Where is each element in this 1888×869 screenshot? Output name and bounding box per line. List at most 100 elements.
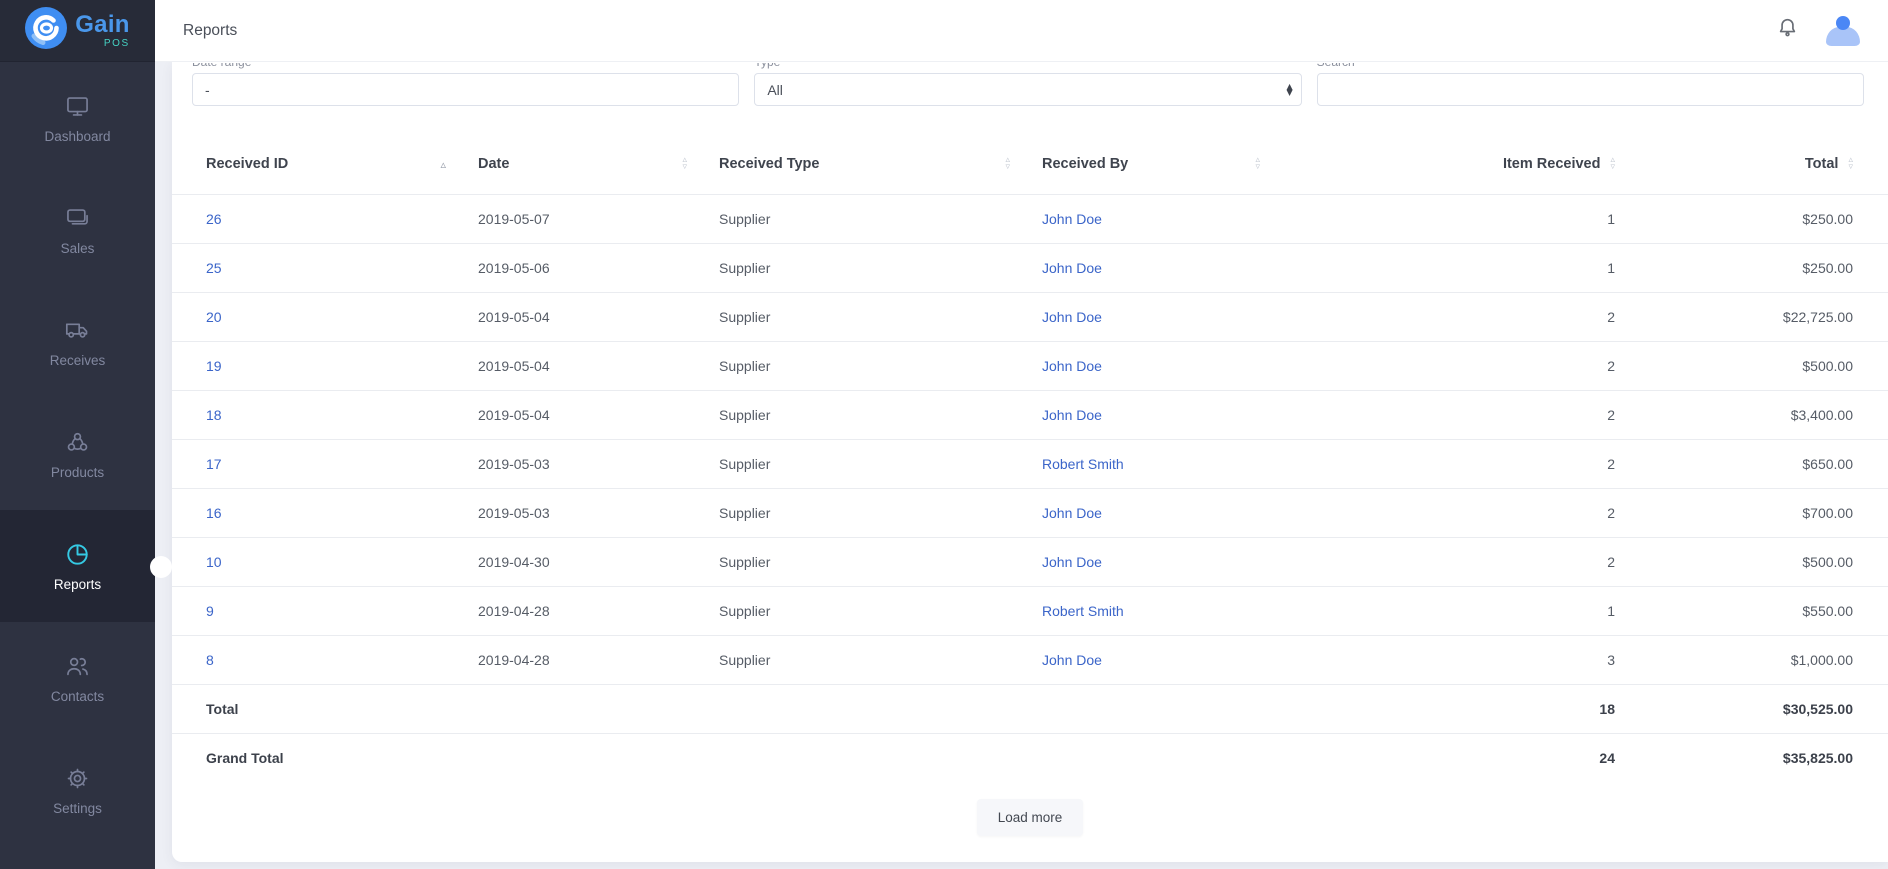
received-by-link[interactable]: John Doe <box>1042 505 1102 521</box>
date-cell: 2019-05-04 <box>478 292 719 342</box>
received-type-cell: Supplier <box>719 635 1042 685</box>
total-label: Total <box>172 684 478 734</box>
sort-icon: ▵ ▿ <box>682 155 687 172</box>
column-header-item-received[interactable]: Item Received ▵ ▿ <box>1502 155 1615 173</box>
sidebar-item-receives[interactable]: Receives <box>0 286 155 398</box>
report-card: Date range Type All ▲▼ Se <box>172 62 1888 862</box>
received-type-cell: Supplier <box>719 243 1042 293</box>
sidebar-item-label: Sales <box>60 240 95 256</box>
column-header-received-type[interactable]: Received Type ▵ ▿ <box>719 155 1010 173</box>
date-range-input[interactable] <box>192 73 740 106</box>
brand-logo[interactable]: Gain POS <box>0 0 155 62</box>
sidebar-item-sales[interactable]: Sales <box>0 174 155 286</box>
item-received-cell: 2 <box>1292 537 1615 587</box>
bell-icon[interactable] <box>1775 16 1800 46</box>
grand-total-row: Grand Total 24 $35,825.00 <box>172 733 1888 783</box>
received-type-cell: Supplier <box>719 537 1042 587</box>
received-type-cell: Supplier <box>719 341 1042 391</box>
sidebar-item-products[interactable]: Products <box>0 398 155 510</box>
received-id-link[interactable]: 26 <box>206 211 222 227</box>
top-header: Reports <box>155 0 1888 62</box>
received-by-link[interactable]: John Doe <box>1042 211 1102 227</box>
sidebar-item-settings[interactable]: Settings <box>0 734 155 846</box>
sidebar-item-dashboard[interactable]: Dashboard <box>0 62 155 174</box>
column-header-date[interactable]: Date ▵ ▿ <box>478 155 687 173</box>
item-received-cell: 2 <box>1292 292 1615 342</box>
search-label: Search <box>1317 63 1864 70</box>
received-id-link[interactable]: 25 <box>206 260 222 276</box>
brand-sub: POS <box>103 37 130 49</box>
filters-row: Date range Type All ▲▼ Se <box>172 62 1888 106</box>
date-cell: 2019-05-07 <box>478 194 719 244</box>
received-type-cell: Supplier <box>719 586 1042 636</box>
type-label: Type <box>754 63 1301 70</box>
table-row: 16 2019-05-03 Supplier John Doe 2 $700.0… <box>172 488 1888 538</box>
sidebar: Gain POS Dashboard Sales <box>0 0 155 869</box>
received-id-link[interactable]: 8 <box>206 652 214 668</box>
total-cell: $700.00 <box>1615 488 1888 538</box>
column-header-received-id[interactable]: Received ID ▵ <box>206 156 446 172</box>
table-row: 10 2019-04-30 Supplier John Doe 2 $500.0… <box>172 537 1888 587</box>
page-title: Reports <box>183 21 238 39</box>
item-received-cell: 2 <box>1292 341 1615 391</box>
user-avatar[interactable] <box>1826 15 1860 46</box>
sidebar-nav: Dashboard Sales Receives <box>0 62 155 846</box>
load-more-button[interactable]: Load more <box>976 798 1084 836</box>
received-id-link[interactable]: 9 <box>206 603 214 619</box>
sidebar-item-label: Dashboard <box>44 128 111 144</box>
table-row: 18 2019-05-04 Supplier John Doe 2 $3,400… <box>172 390 1888 440</box>
sidebar-item-reports[interactable]: Reports <box>0 510 155 622</box>
total-cell: $500.00 <box>1615 537 1888 587</box>
brand-logo-icon <box>25 7 68 54</box>
sort-asc-icon: ▵ <box>440 157 446 171</box>
sidebar-item-label: Contacts <box>50 688 105 704</box>
column-header-received-by[interactable]: Received By ▵ ▿ <box>1042 155 1260 173</box>
date-cell: 2019-05-03 <box>478 439 719 489</box>
received-id-link[interactable]: 18 <box>206 407 222 423</box>
total-cell: $250.00 <box>1615 243 1888 293</box>
date-cell: 2019-05-04 <box>478 390 719 440</box>
table-row: 8 2019-04-28 Supplier John Doe 3 $1,000.… <box>172 635 1888 685</box>
item-received-cell: 3 <box>1292 635 1615 685</box>
received-by-link[interactable]: John Doe <box>1042 652 1102 668</box>
table-body: 26 2019-05-07 Supplier John Doe 1 $250.0… <box>172 194 1888 685</box>
grand-total-label: Grand Total <box>172 733 478 783</box>
sidebar-item-label: Products <box>50 464 105 480</box>
date-cell: 2019-04-28 <box>478 635 719 685</box>
type-select[interactable]: All <box>754 73 1302 106</box>
type-filter: Type All ▲▼ <box>754 63 1302 106</box>
total-cell: $550.00 <box>1615 586 1888 636</box>
column-header-total[interactable]: Total ▵ ▿ <box>1804 155 1853 173</box>
received-id-link[interactable]: 16 <box>206 505 222 521</box>
total-cell: $1,000.00 <box>1615 635 1888 685</box>
received-by-link[interactable]: John Doe <box>1042 554 1102 570</box>
received-by-link[interactable]: John Doe <box>1042 358 1102 374</box>
total-row: Total 18 $30,525.00 <box>172 684 1888 734</box>
search-filter: Search <box>1316 63 1864 106</box>
received-by-link[interactable]: John Doe <box>1042 309 1102 325</box>
gear-icon <box>64 765 91 792</box>
table-row: 9 2019-04-28 Supplier Robert Smith 1 $55… <box>172 586 1888 636</box>
received-id-link[interactable]: 20 <box>206 309 222 325</box>
sidebar-item-contacts[interactable]: Contacts <box>0 622 155 734</box>
date-range-label: Date range <box>192 63 739 70</box>
table-totals: Total 18 $30,525.00 Grand Total 24 $35,8… <box>172 684 1888 783</box>
received-by-link[interactable]: Robert Smith <box>1042 603 1124 619</box>
received-type-cell: Supplier <box>719 488 1042 538</box>
received-id-link[interactable]: 17 <box>206 456 222 472</box>
received-by-link[interactable]: John Doe <box>1042 407 1102 423</box>
sort-icon: ▵ ▿ <box>1848 155 1853 172</box>
received-type-cell: Supplier <box>719 390 1042 440</box>
sort-icon: ▵ ▿ <box>1610 155 1615 172</box>
main-area: Reports Date range <box>155 0 1888 869</box>
search-input[interactable] <box>1316 73 1864 106</box>
received-type-cell: Supplier <box>719 439 1042 489</box>
item-received-cell: 2 <box>1292 390 1615 440</box>
table-row: 17 2019-05-03 Supplier Robert Smith 2 $6… <box>172 439 1888 489</box>
received-id-link[interactable]: 19 <box>206 358 222 374</box>
received-id-link[interactable]: 10 <box>206 554 222 570</box>
received-by-link[interactable]: John Doe <box>1042 260 1102 276</box>
received-by-link[interactable]: Robert Smith <box>1042 456 1124 472</box>
date-cell: 2019-05-04 <box>478 341 719 391</box>
total-cell: $3,400.00 <box>1615 390 1888 440</box>
